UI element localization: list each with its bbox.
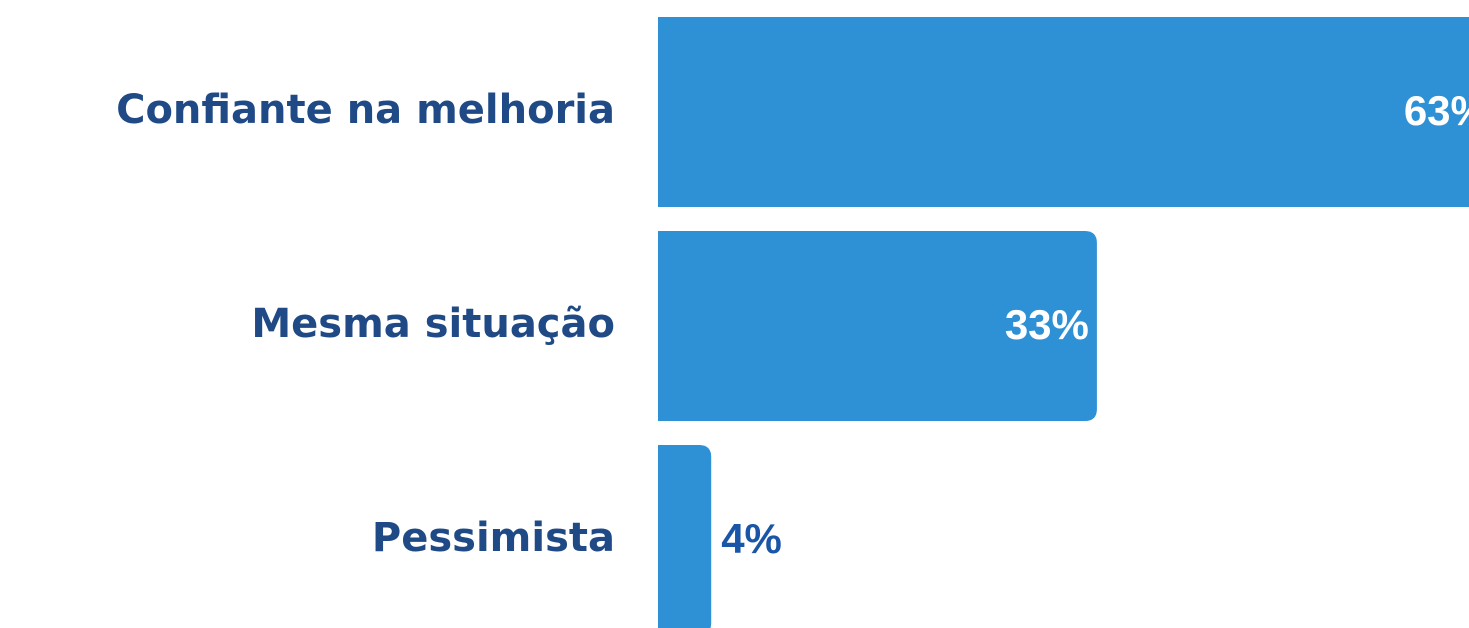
- bar: [658, 445, 712, 628]
- category-label: Mesma situação: [251, 301, 615, 347]
- category-label: Confiante na melhoria: [116, 87, 615, 133]
- value-label: 33%: [1005, 301, 1089, 348]
- bar: [658, 17, 1469, 207]
- bar: [658, 231, 1097, 421]
- value-label: 4%: [721, 515, 782, 562]
- value-label: 63%: [1404, 87, 1469, 134]
- category-label: Pessimista: [372, 515, 615, 561]
